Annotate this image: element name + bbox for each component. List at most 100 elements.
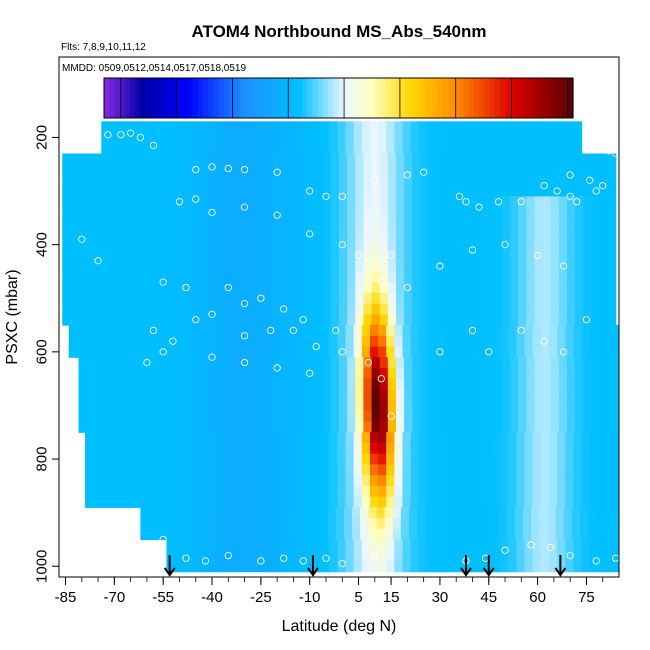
heatmap-cell	[247, 560, 257, 573]
heatmap-cell	[467, 142, 477, 155]
heatmap-cell	[386, 496, 395, 508]
heatmap-cell	[615, 400, 619, 412]
heatmap-cell	[492, 346, 501, 358]
heatmap-cell	[508, 475, 518, 487]
heatmap-cell	[94, 174, 104, 187]
heatmap-cell	[255, 325, 265, 337]
heatmap-cell	[190, 442, 200, 455]
heatmap-cell	[542, 228, 552, 240]
heatmap-cell	[151, 185, 161, 197]
heatmap-cell	[223, 539, 233, 551]
heatmap-cell	[208, 228, 218, 240]
heatmap-cell	[273, 378, 283, 390]
heatmap-cell	[542, 292, 552, 305]
heatmap-cell	[426, 560, 436, 573]
heatmap-cell	[249, 174, 259, 187]
heatmap-cell	[184, 357, 194, 369]
heatmap-cell	[452, 239, 462, 251]
heatmap-cell	[394, 485, 404, 498]
heatmap-cell	[482, 507, 491, 519]
heatmap-cell	[68, 335, 78, 348]
heatmap-cell	[412, 164, 421, 176]
heatmap-cell	[143, 196, 153, 208]
colorbar-segment	[411, 78, 418, 118]
heatmap-cell	[371, 400, 381, 412]
heatmap-cell	[270, 507, 280, 519]
heatmap-cell	[467, 485, 477, 498]
heatmap-cell	[575, 271, 584, 283]
heatmap-cell	[518, 153, 527, 165]
heatmap-cell	[444, 228, 454, 240]
heatmap-cell	[249, 378, 259, 390]
heatmap-cell	[184, 303, 194, 315]
heatmap-cell	[426, 539, 436, 551]
heatmap-cell	[571, 528, 581, 541]
heatmap-cell	[379, 260, 389, 273]
heatmap-cell	[355, 153, 365, 165]
heatmap-cell	[190, 346, 200, 358]
heatmap-cell	[255, 496, 265, 508]
heatmap-cell	[387, 153, 397, 165]
heatmap-cell	[314, 271, 324, 283]
heatmap-cell	[607, 174, 617, 187]
heatmap-cell	[412, 228, 421, 240]
heatmap-cell	[516, 132, 526, 144]
heatmap-cell	[223, 475, 233, 487]
heatmap-cell	[78, 249, 88, 262]
heatmap-cell	[233, 292, 242, 305]
heatmap-cell	[492, 464, 501, 476]
heatmap-cell	[135, 249, 145, 262]
heatmap-cell	[255, 550, 265, 562]
heatmap-cell	[111, 249, 120, 262]
heatmap-cell	[607, 292, 617, 305]
heatmap-cell	[176, 282, 185, 294]
heatmap-cell	[127, 378, 137, 390]
colorbar-segment	[479, 78, 486, 118]
heatmap-cell	[101, 475, 111, 487]
heatmap-cell	[410, 346, 420, 358]
heatmap-cell	[280, 132, 290, 144]
heatmap-cell	[290, 282, 299, 294]
heatmap-cell	[436, 421, 446, 433]
heatmap-cell	[482, 518, 491, 530]
heatmap-cell	[612, 507, 619, 519]
x-tick-label: 30	[432, 589, 449, 606]
heatmap-cell	[273, 164, 283, 176]
heatmap-cell	[387, 260, 397, 273]
heatmap-cell	[329, 142, 338, 155]
heatmap-cell	[433, 528, 443, 541]
heatmap-cell	[420, 174, 430, 187]
heatmap-cell	[469, 292, 478, 305]
heatmap-cell	[500, 550, 509, 562]
heatmap-cell	[599, 271, 609, 283]
sample-point	[312, 342, 320, 351]
heatmap-cell	[508, 142, 518, 155]
heatmap-cell	[557, 464, 566, 476]
heatmap-cell	[257, 410, 267, 423]
heatmap-cell	[485, 378, 495, 390]
heatmap-cell	[361, 432, 371, 444]
heatmap-cell	[400, 518, 410, 530]
heatmap-cell	[290, 292, 299, 305]
heatmap-cell	[280, 475, 290, 487]
x-axis-label: Latitude (deg N)	[282, 618, 397, 635]
heatmap-cell	[125, 475, 135, 487]
heatmap-cell	[395, 260, 405, 273]
heatmap-cell	[441, 528, 451, 541]
heatmap-cell	[394, 346, 404, 358]
heatmap-cell	[534, 357, 544, 369]
sample-point	[273, 168, 281, 176]
heatmap-cell	[501, 400, 511, 412]
heatmap-cell	[158, 485, 168, 498]
sample-point	[455, 192, 464, 201]
heatmap-cell	[363, 367, 373, 380]
heatmap-cell	[412, 196, 421, 208]
heatmap-cell	[70, 271, 80, 283]
heatmap-cell	[575, 153, 584, 165]
heatmap-cell	[133, 432, 143, 444]
heatmap-cell	[477, 303, 487, 315]
heatmap-cell	[339, 217, 348, 230]
heatmap-cell	[233, 421, 242, 433]
sample-point	[553, 187, 561, 195]
heatmap-cell	[190, 560, 200, 573]
